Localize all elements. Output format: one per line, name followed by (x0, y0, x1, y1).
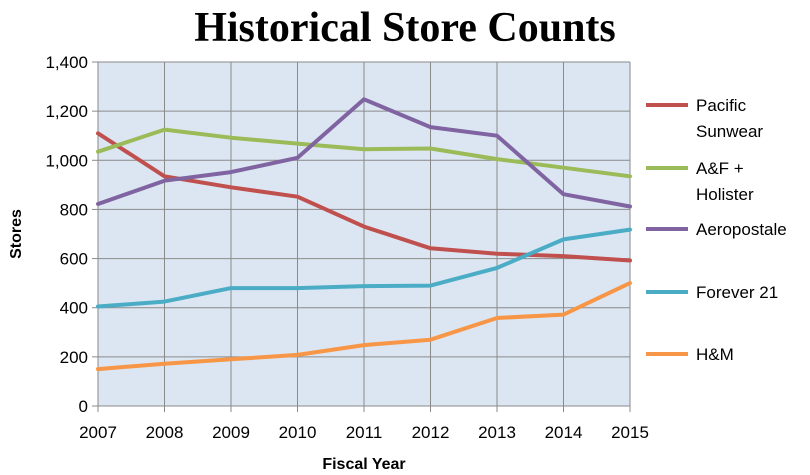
y-tick-label: 1,400 (45, 53, 88, 72)
y-tick-label: 800 (60, 200, 88, 219)
x-tick-label: 2013 (478, 423, 516, 442)
legend: Pacific Sunwear A&F + Holister Aeropostale Fo… (646, 96, 787, 364)
y-tick-label: 200 (60, 348, 88, 367)
x-axis-title: Fiscal Year (322, 456, 405, 473)
x-tick-label: 2009 (212, 423, 250, 442)
series-line-h-m (96, 281, 632, 372)
legend-label: Pacific (696, 96, 747, 115)
legend-label: Aeropostale (696, 220, 787, 239)
series-line-aeropostale (96, 97, 632, 209)
x-tick-label: 2008 (146, 423, 184, 442)
y-tick-label: 1,200 (45, 102, 88, 121)
series-line-a-f-holister (96, 127, 632, 179)
y-tick-label: 600 (60, 250, 88, 269)
series-line-pacific-sunwear (96, 131, 632, 263)
y-axis-title: Stores (8, 209, 25, 259)
y-tick-label: 400 (60, 299, 88, 318)
series-line-forever-21 (96, 227, 632, 309)
x-tick-label: 2015 (611, 423, 649, 442)
series-lines (96, 97, 632, 372)
x-tick-label: 2011 (346, 423, 383, 442)
x-tick-label: 2012 (412, 423, 450, 442)
legend-label: Sunwear (696, 122, 763, 141)
legend-label: A&F + (696, 159, 744, 178)
gridlines (98, 61, 631, 406)
y-tick-label: 0 (79, 397, 88, 416)
x-tick-label: 2010 (279, 423, 317, 442)
axes: 0 200 400 600 800 1,000 1,200 1,400 2007 2008 2009… (45, 53, 648, 442)
chart-title: Historical Store Counts (194, 5, 616, 51)
y-tick-label: 1,000 (45, 151, 88, 170)
legend-label: Forever 21 (696, 283, 778, 302)
legend-label: H&M (696, 345, 734, 364)
legend-label: Holister (696, 185, 754, 204)
x-tick-label: 2014 (545, 423, 583, 442)
x-tick-label: 2007 (79, 423, 117, 442)
